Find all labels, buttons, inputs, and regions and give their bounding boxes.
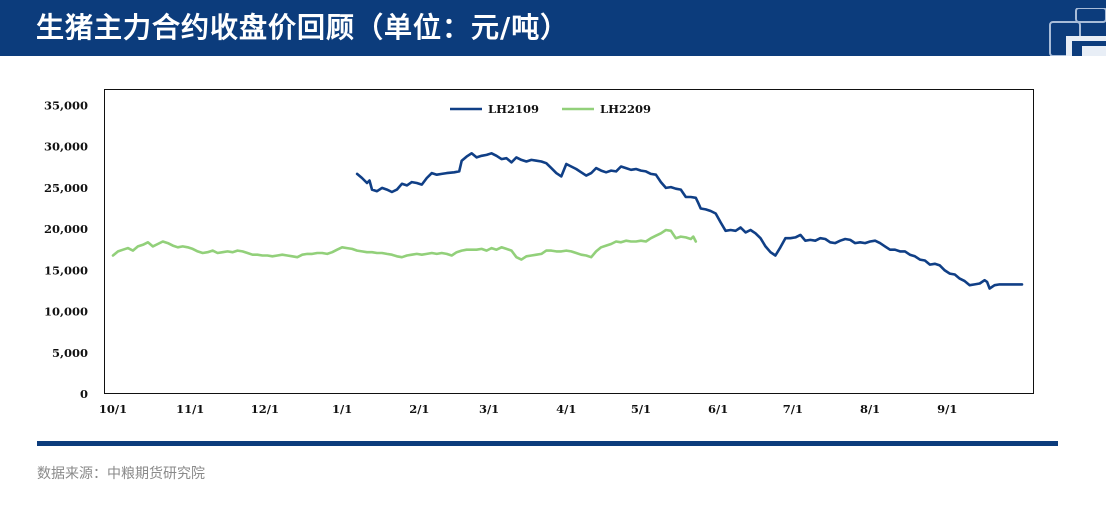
y-tick-label: 5,000 xyxy=(52,346,88,360)
x-tick-label: 1/1 xyxy=(332,402,352,416)
y-tick-label: 30,000 xyxy=(44,140,88,154)
page-title: 生猪主力合约收盘价回顾（单位：元/吨） xyxy=(36,11,570,44)
series-line-lh2109 xyxy=(355,152,1024,290)
y-tick-label: 15,000 xyxy=(44,263,88,277)
series-line-lh2209 xyxy=(111,228,698,261)
x-tick-label: 12/1 xyxy=(251,402,279,416)
y-tick-label: 25,000 xyxy=(44,181,88,195)
header-bar: 生猪主力合约收盘价回顾（单位：元/吨） xyxy=(0,0,1106,56)
x-tick-label: 2/1 xyxy=(409,402,429,416)
legend: LH2109 LH2209 xyxy=(450,102,651,116)
x-tick-label: 9/1 xyxy=(937,402,957,416)
x-tick-label: 6/1 xyxy=(708,402,728,416)
x-tick-label: 8/1 xyxy=(860,402,880,416)
chart-plot-frame xyxy=(104,89,1034,394)
footer-divider xyxy=(37,441,1058,446)
x-tick-label: 3/1 xyxy=(479,402,499,416)
legend-label: LH2109 xyxy=(488,102,539,116)
legend-label: LH2209 xyxy=(600,102,651,116)
y-tick-label: 35,000 xyxy=(44,98,88,112)
x-tick-label: 7/1 xyxy=(783,402,803,416)
series-layer xyxy=(111,152,1024,290)
y-axis: 0 5,000 10,000 15,000 20,000 25,000 30,000 35,0… xyxy=(44,98,88,401)
x-tick-label: 4/1 xyxy=(556,402,576,416)
data-source-note: 数据来源：中粮期货研究院 xyxy=(37,466,205,482)
y-tick-label: 0 xyxy=(80,387,88,401)
x-tick-label: 10/1 xyxy=(99,402,127,416)
company-logo-icon xyxy=(1049,8,1106,56)
x-tick-label: 11/1 xyxy=(176,402,204,416)
x-axis: 10/1 11/1 12/1 1/1 2/1 3/1 4/1 5/1 6/1 7/1 8/1 9/1 xyxy=(99,402,958,416)
y-tick-label: 10,000 xyxy=(44,305,88,319)
x-tick-label: 5/1 xyxy=(631,402,651,416)
y-tick-label: 20,000 xyxy=(44,222,88,236)
